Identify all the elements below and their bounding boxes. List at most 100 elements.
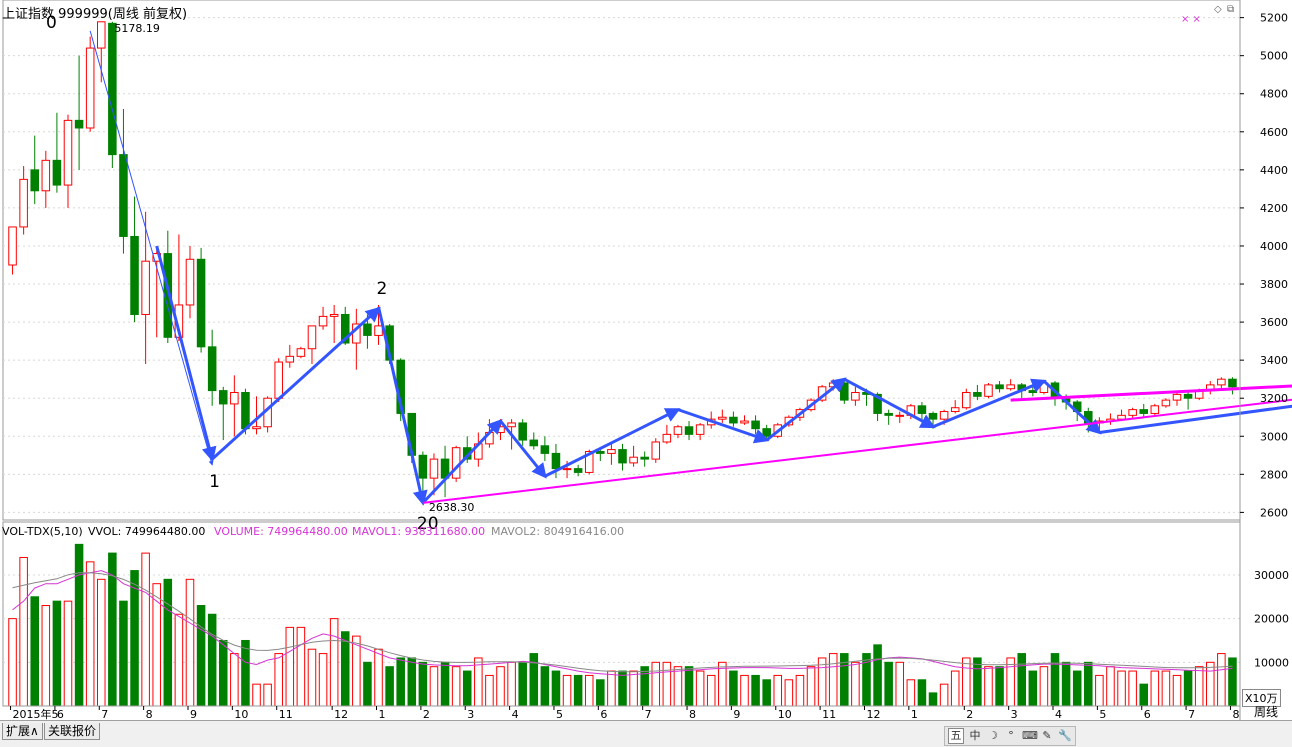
candle-body xyxy=(296,348,306,357)
volume-bar xyxy=(8,618,17,707)
volume-bar xyxy=(318,653,328,707)
volume-bar xyxy=(740,674,749,707)
wave-arrow xyxy=(89,30,214,466)
trend-line xyxy=(1010,384,1292,402)
candle-body xyxy=(629,456,638,464)
volume-bar xyxy=(496,666,505,707)
volume-bar xyxy=(895,661,905,707)
price-tick-label: 4000 xyxy=(1260,240,1288,253)
x-tick-label: 5 xyxy=(556,708,563,721)
volume-bar xyxy=(285,626,295,707)
moon-icon[interactable]: ☽ xyxy=(988,729,998,742)
vol-indicator: VOL-TDX(5,10) xyxy=(2,525,83,538)
volume-bar xyxy=(1206,661,1215,707)
volume-bar xyxy=(540,666,550,707)
volume-bar xyxy=(917,679,927,707)
price-grid xyxy=(2,0,1241,521)
candle-body xyxy=(63,119,73,186)
volume-bar xyxy=(1117,670,1126,707)
volume-bar xyxy=(74,543,84,707)
candle-body xyxy=(52,159,62,186)
candle-body xyxy=(995,384,1004,390)
volume-bar xyxy=(1017,653,1027,707)
candle-body xyxy=(241,392,250,430)
x-tick-label: 10 xyxy=(778,708,792,721)
zhong-icon[interactable]: 中 xyxy=(969,729,981,742)
volume-bar xyxy=(629,670,638,707)
candle-body xyxy=(230,392,239,405)
tab-related-quotes[interactable]: 关联报价 xyxy=(44,723,101,740)
candle-body xyxy=(41,159,51,192)
volume-bar xyxy=(329,618,339,707)
candle-body xyxy=(85,47,95,129)
candle-body xyxy=(108,22,117,156)
candle-body xyxy=(873,393,882,414)
volume-bar xyxy=(729,670,738,707)
volume-bar xyxy=(584,674,594,707)
volume-bar xyxy=(573,674,583,707)
volume-bar xyxy=(340,631,350,707)
wave-arrow xyxy=(1099,404,1292,434)
candle-body xyxy=(307,325,317,350)
diamond-icon[interactable]: ◇ xyxy=(1214,4,1222,15)
candle-body xyxy=(74,119,84,129)
x-tick-label: 9 xyxy=(190,708,197,721)
candle-body xyxy=(30,169,39,192)
degree-icon[interactable]: ° xyxy=(1008,729,1014,742)
candle-body xyxy=(1139,409,1149,414)
tab-expand[interactable]: 扩展∧ xyxy=(2,723,43,740)
candle-body xyxy=(562,468,572,471)
volume-bar xyxy=(85,561,95,707)
candle-body xyxy=(584,450,594,473)
candle-body xyxy=(507,422,516,428)
volume-bar xyxy=(462,670,472,707)
restore-icon[interactable]: ⧉ xyxy=(1227,4,1235,15)
volume-tick-label: 30000 xyxy=(1254,569,1289,582)
pen-icon[interactable]: ✎ xyxy=(1042,729,1052,742)
wrench-icon[interactable]: 🔧 xyxy=(1058,729,1072,742)
volume-bar xyxy=(551,670,561,707)
volume-bar xyxy=(218,639,228,707)
period-label[interactable]: 周线 xyxy=(1253,705,1278,719)
volume-bar xyxy=(1084,661,1093,707)
volume-bar xyxy=(1161,670,1171,707)
volume-bar xyxy=(485,674,494,707)
wu-icon[interactable]: 五 xyxy=(948,728,964,744)
volume-bar xyxy=(873,644,882,707)
candle-body xyxy=(1228,378,1237,388)
volume-bar xyxy=(19,556,28,707)
wave-arrow xyxy=(677,408,770,444)
candle-body xyxy=(518,422,527,441)
keyboard-icon[interactable]: ⌨ xyxy=(1022,729,1038,742)
volume-bar xyxy=(973,657,982,707)
volume-bar xyxy=(640,666,649,707)
wave-label: 2 xyxy=(377,279,388,299)
candle-body xyxy=(673,426,683,435)
candle-body xyxy=(130,235,139,315)
wave-arrow xyxy=(932,378,1047,429)
volume-bar xyxy=(529,653,539,707)
candle-body xyxy=(329,313,339,317)
candle-body xyxy=(1117,414,1126,420)
candle-body xyxy=(607,449,616,454)
candle-body xyxy=(418,454,428,479)
volume-bar xyxy=(152,583,161,707)
volume-bar xyxy=(995,666,1004,707)
x-tick-label: 6 xyxy=(1144,708,1151,721)
volume-bar xyxy=(52,600,62,707)
toolbar: 五 中 ☽ ° ⌨ ✎ 🔧 xyxy=(944,726,1076,746)
volume-bar xyxy=(906,679,916,707)
x-tick-label: 9 xyxy=(733,708,740,721)
volume-bar xyxy=(762,679,771,707)
candle-body xyxy=(662,433,672,443)
axes: 2600280030003200340036003800400042004400… xyxy=(3,0,1289,721)
volume-bar xyxy=(806,666,816,707)
volume-bar xyxy=(307,648,317,707)
volume-bar xyxy=(252,683,261,707)
candle-body xyxy=(529,439,539,447)
x-tick-label: 2015年5 xyxy=(13,707,59,721)
volume-bar xyxy=(352,635,361,707)
x-tick-label: 2 xyxy=(966,708,973,721)
